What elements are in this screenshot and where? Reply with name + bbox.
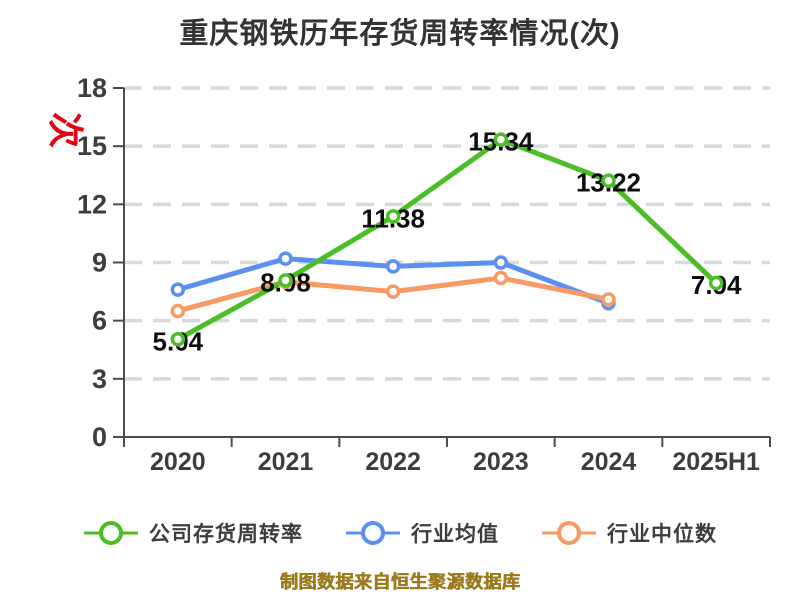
data-point-marker — [170, 282, 186, 297]
data-point-marker — [170, 303, 186, 319]
legend-marker-blue-icon — [346, 521, 400, 545]
legend-label-company-turnover: 公司存货周转率 — [149, 523, 303, 546]
source-note: 制图数据来自恒生聚源数据库 — [279, 572, 521, 592]
data-point-marker — [278, 251, 293, 266]
y-tick-label: 18 — [77, 73, 107, 103]
x-tick-label: 2025H1 — [672, 448, 760, 476]
data-point-marker — [170, 332, 186, 347]
legend-label-industry-median: 行业中位数 — [607, 523, 717, 546]
data-point-marker — [601, 292, 616, 307]
data-point-marker — [385, 259, 401, 274]
legend-item-industry-median: 行业中位数 — [541, 518, 717, 548]
legend-item-industry-mean: 行业均值 — [345, 518, 499, 548]
legend-marker-orange-icon — [542, 521, 596, 545]
y-tick-label: 12 — [77, 189, 107, 219]
data-point-marker — [601, 173, 616, 188]
y-tick-label: 3 — [92, 364, 107, 394]
series-line-0 — [175, 137, 719, 342]
chart-legend: 公司存货周转率 行业均值 行业中位数 — [0, 518, 800, 548]
data-point-marker — [278, 273, 293, 288]
legend-marker-green-icon — [84, 521, 138, 545]
y-tick-label: 6 — [92, 306, 107, 336]
x-tick-label: 2020 — [150, 448, 206, 476]
data-point-marker — [385, 209, 401, 224]
x-tick-label: 2021 — [258, 448, 314, 476]
legend-item-company-turnover: 公司存货周转率 — [83, 518, 303, 548]
data-point-marker — [708, 275, 724, 291]
data-point-marker — [385, 284, 401, 299]
x-tick-label: 2022 — [365, 448, 421, 476]
legend-label-industry-mean: 行业均值 — [411, 523, 499, 546]
x-tick-label: 2024 — [581, 448, 637, 476]
x-tick-label: 2023 — [473, 448, 529, 476]
y-tick-label: 15 — [77, 131, 107, 161]
y-tick-label: 0 — [92, 422, 107, 452]
chart-title: 重庆钢铁历年存货周转率情况(次) — [179, 18, 621, 50]
data-point-marker — [493, 270, 509, 286]
data-point-marker — [493, 255, 509, 270]
y-tick-label: 9 — [92, 248, 107, 278]
data-point-marker — [493, 132, 509, 147]
